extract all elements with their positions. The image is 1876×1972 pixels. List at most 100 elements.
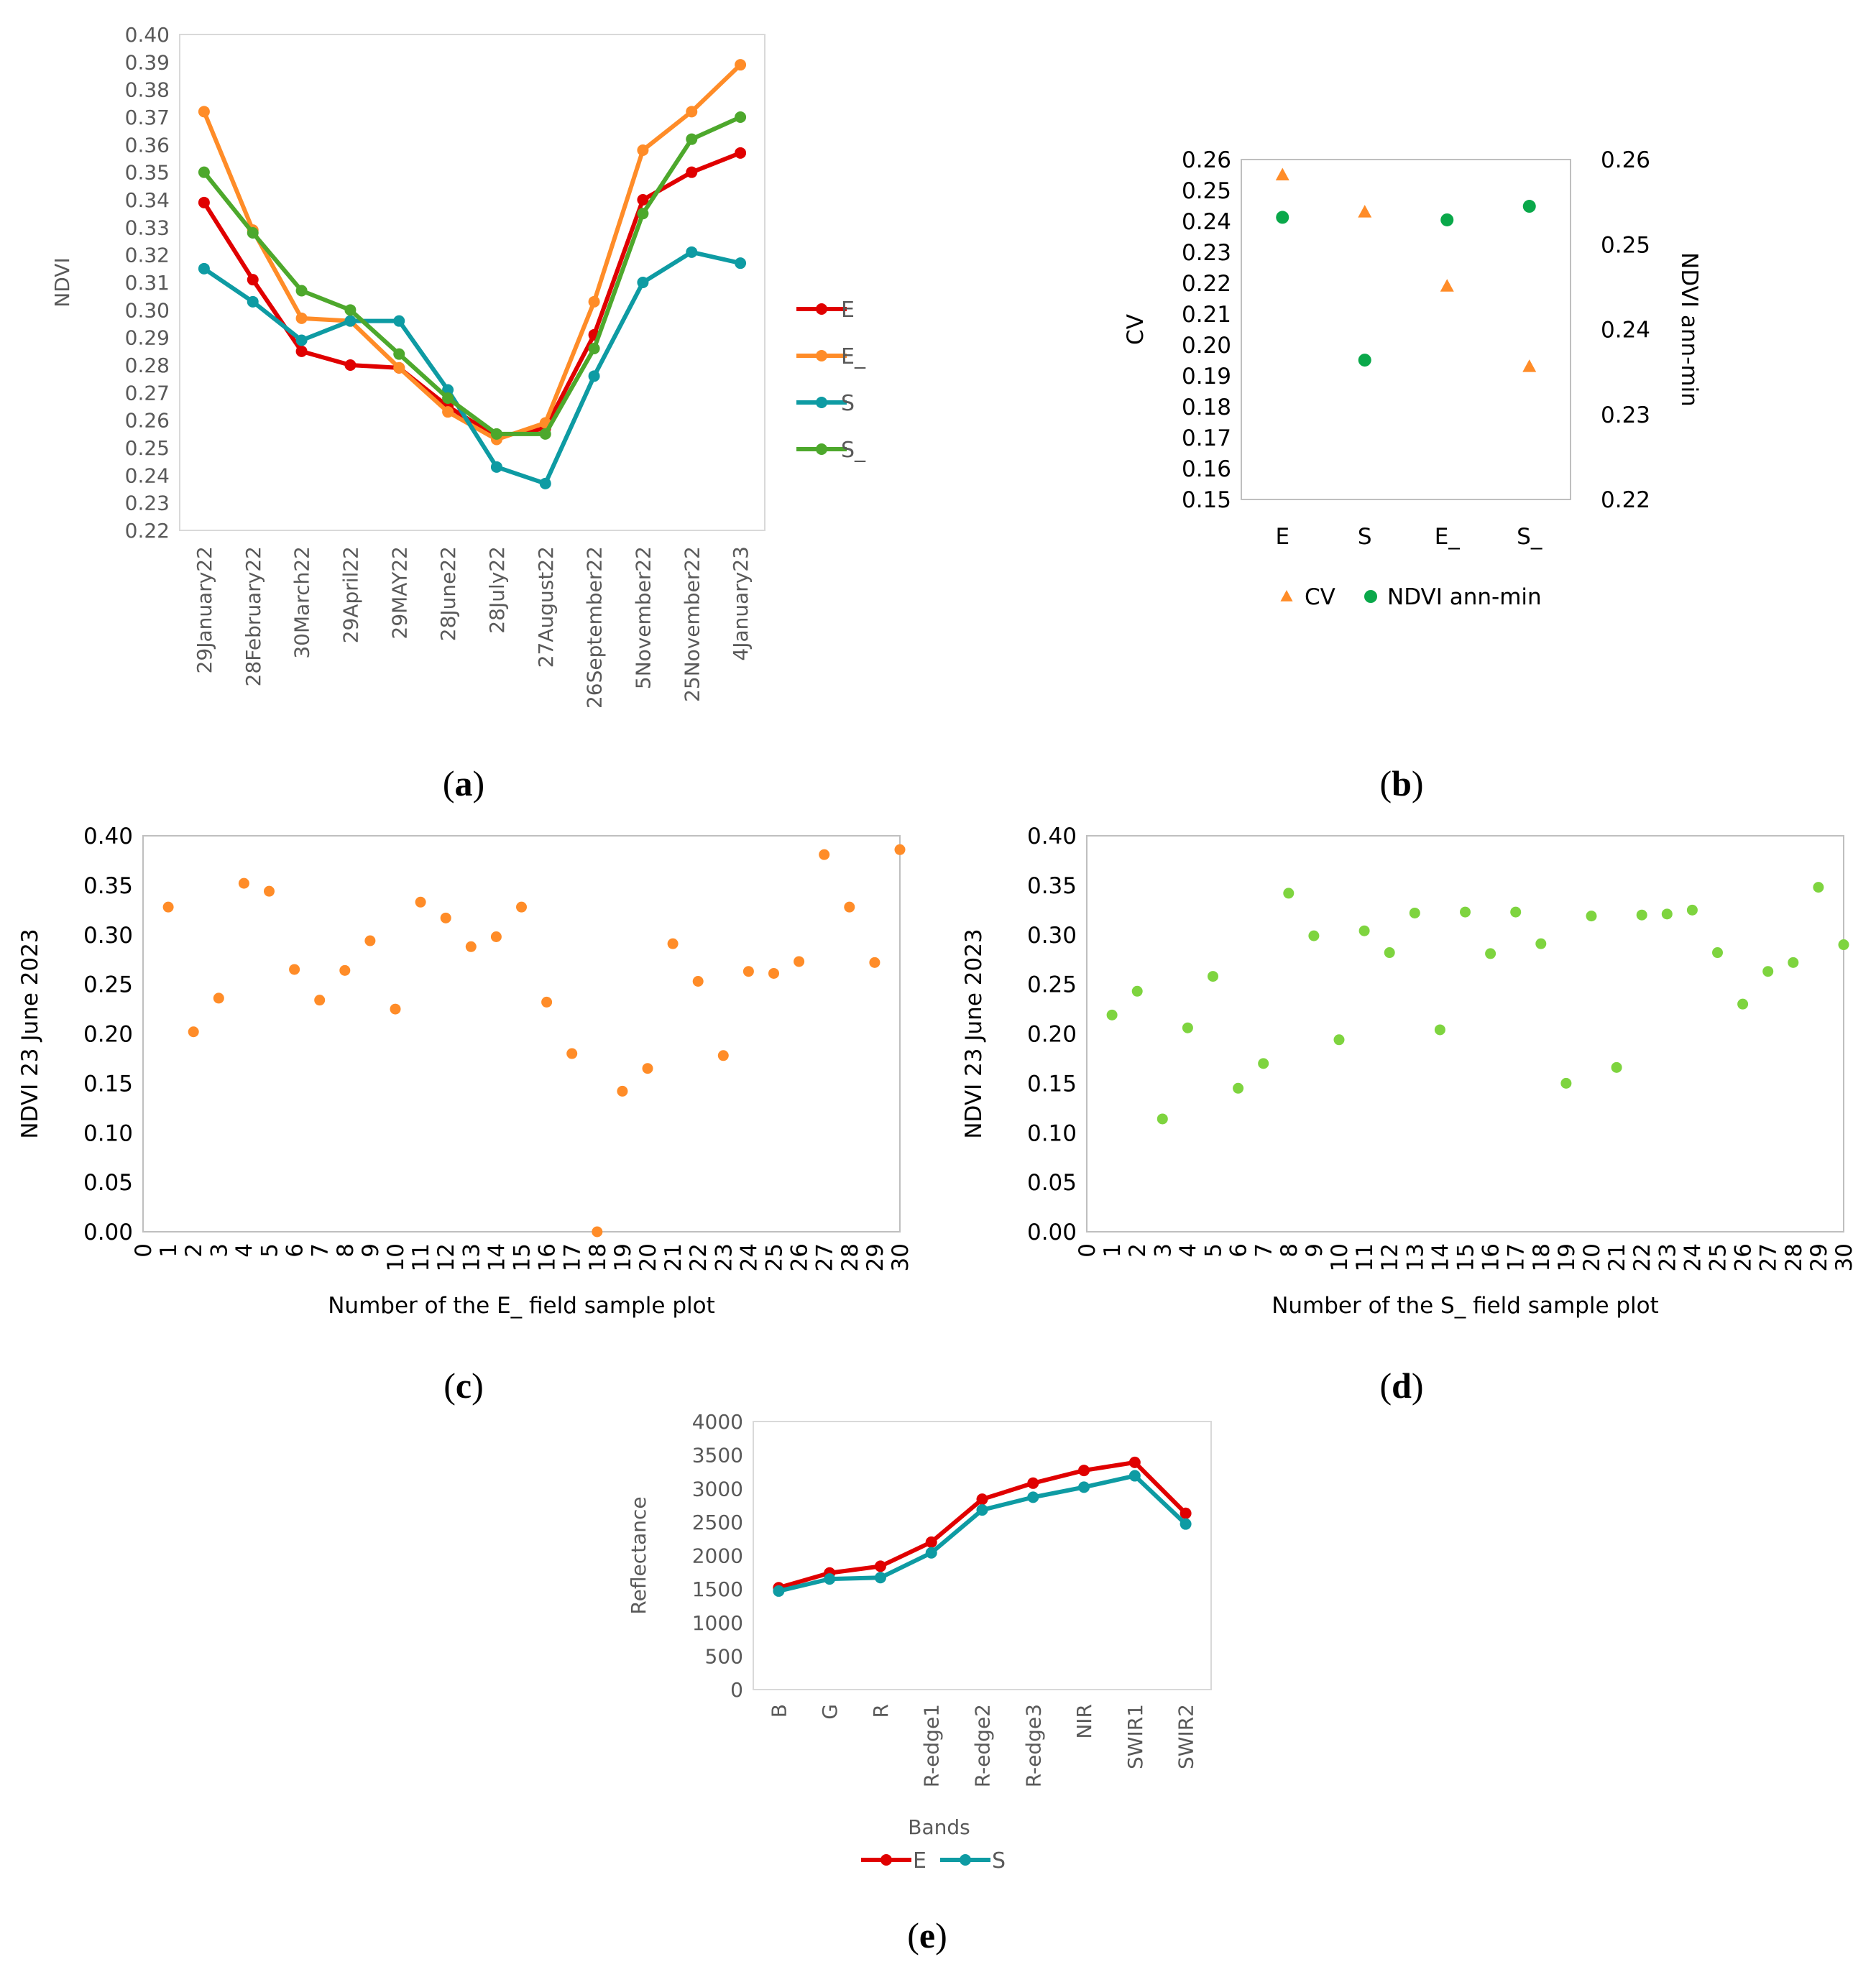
chart-a-x-tick-label: 29MAY22	[387, 546, 411, 640]
chart-c-x-tick-label: 26	[787, 1243, 813, 1271]
chart-d-x-tick-label: 20	[1579, 1243, 1605, 1271]
chart-b-y-tick-label: 0.16	[1182, 456, 1231, 482]
chart-d-x-tick-label: 2	[1125, 1243, 1151, 1258]
chart-a-y-tick-label: 0.27	[125, 381, 170, 405]
chart-d-x-tick-label: 24	[1680, 1243, 1706, 1271]
chart-d-data-point	[1283, 888, 1295, 899]
chart-e-data-point-E	[925, 1536, 937, 1548]
chart-c-data-point	[819, 849, 830, 860]
chart-b-y-tick-label: 0.15	[1182, 487, 1231, 513]
chart-e-data-point-E	[1180, 1507, 1192, 1519]
chart-d-data-point	[1182, 1022, 1193, 1033]
chart-a-y-tick-label: 0.22	[125, 519, 170, 543]
chart-c-data-point	[339, 964, 351, 976]
chart-b-legend-label-CV: CV	[1305, 584, 1335, 610]
chart-d-x-tick-label: 15	[1453, 1243, 1479, 1271]
chart-b-legend-marker-NDVI ann-min	[1364, 590, 1377, 603]
chart-b-x-tick-label: S	[1358, 524, 1372, 550]
chart-c-data-point	[894, 844, 906, 855]
chart-c-y-tick-label: 0.40	[83, 824, 133, 849]
chart-c-data-point	[742, 966, 754, 977]
chart-c-y-tick-label: 0.15	[83, 1071, 133, 1097]
chart-a-data-point-E_	[686, 106, 698, 118]
chart-c-x-tick-label: 10	[383, 1243, 409, 1271]
chart-a-data-point-E	[735, 147, 747, 159]
chart-c-x-tick-label: 23	[711, 1243, 737, 1271]
chart-c-data-point	[667, 938, 679, 949]
chart-a-y-tick-label: 0.28	[125, 354, 170, 377]
chart-b-data-point-NDVI ann-min	[1358, 354, 1371, 367]
chart-a-data-point-S_	[442, 392, 454, 404]
chart-d-x-axis-title: Number of the S_ field sample plot	[1272, 1293, 1659, 1319]
chart-a-x-tick-label: 5November22	[631, 546, 655, 689]
chart-d-x-tick-label: 26	[1731, 1243, 1757, 1271]
chart-c-e-field-scatter: 0.000.050.100.150.200.250.300.350.400 1 2 3…	[17, 824, 914, 1319]
chart-e-data-point-S	[1027, 1491, 1039, 1503]
chart-d-x-tick-label: 21	[1604, 1243, 1630, 1271]
chart-d-x-tick-label: 4	[1175, 1243, 1201, 1258]
chart-d-y-tick-label: 0.35	[1027, 873, 1077, 899]
chart-c-data-point	[364, 935, 376, 946]
chart-c-data-point	[390, 1003, 401, 1015]
chart-c-data-point	[440, 912, 451, 923]
chart-e-data-point-S	[1128, 1470, 1141, 1482]
chart-e-y-tick-label: 500	[705, 1644, 743, 1668]
chart-a-data-point-S	[344, 315, 357, 327]
chart-a-data-point-S_	[637, 208, 649, 220]
chart-b-y2-tick-label: 0.25	[1601, 232, 1650, 258]
chart-b-y-tick-label: 0.23	[1182, 240, 1231, 266]
chart-c-data-point	[162, 901, 174, 913]
chart-d-y-tick-label: 0.40	[1027, 824, 1077, 849]
chart-a-data-point-S	[735, 257, 747, 269]
chart-c-x-tick-label: 30	[888, 1243, 914, 1271]
chart-d-x-tick-label: 22	[1629, 1243, 1655, 1271]
chart-d-x-tick-label: 16	[1479, 1243, 1504, 1271]
panel-label-a: (a)	[443, 763, 484, 803]
chart-d-x-tick-label: 14	[1427, 1243, 1453, 1271]
chart-c-x-tick-label: 8	[333, 1243, 359, 1258]
chart-a-y-tick-label: 0.32	[125, 244, 170, 267]
chart-e-data-point-S	[976, 1504, 988, 1516]
chart-a-data-point-S	[393, 315, 405, 327]
chart-e-series-line-E	[778, 1460, 1187, 1590]
chart-a-legend-label-S_: S_	[841, 438, 866, 463]
chart-c-data-point	[592, 1226, 603, 1238]
chart-c-x-tick-label: 2	[181, 1243, 207, 1258]
chart-c-x-tick-label: 28	[837, 1243, 863, 1271]
chart-a-y-tick-label: 0.29	[125, 326, 170, 350]
chart-c-x-tick-label: 20	[635, 1243, 661, 1271]
chart-a-data-point-S_	[588, 343, 600, 354]
chart-e-data-point-E	[1128, 1456, 1141, 1468]
chart-c-y-tick-label: 0.20	[83, 1022, 133, 1048]
chart-a-legend-label-E: E	[841, 298, 855, 323]
chart-a-data-point-S_	[247, 227, 259, 239]
chart-d-data-point	[1333, 1034, 1345, 1046]
chart-e-y-tick-label: 2500	[692, 1511, 743, 1534]
chart-d-x-tick-label: 9	[1302, 1243, 1328, 1258]
chart-a-legend-label-S: S	[841, 391, 855, 416]
chart-c-data-point	[188, 1026, 199, 1038]
chart-c-data-point	[213, 992, 224, 1004]
chart-d-x-tick-label: 29	[1806, 1243, 1832, 1271]
chart-c-x-axis-title: Number of the E_ field sample plot	[328, 1293, 715, 1319]
chart-a-plot-frame	[179, 34, 765, 531]
chart-e-data-point-S	[773, 1585, 785, 1597]
chart-d-x-tick-label: 12	[1377, 1243, 1403, 1271]
chart-e-x-tick-label: SWIR1	[1123, 1704, 1147, 1769]
chart-d-data-point	[1788, 957, 1799, 968]
chart-a-x-tick-label: 28June22	[436, 546, 460, 641]
chart-c-y-tick-label: 0.05	[83, 1170, 133, 1196]
chart-a-legend-marker-E	[816, 303, 827, 315]
chart-a-legend-label-E_: E_	[841, 344, 866, 369]
chart-a-series-line-S	[203, 249, 741, 486]
chart-a-legend-marker-S_	[816, 443, 827, 455]
chart-e-y-tick-label: 1000	[692, 1611, 743, 1635]
chart-c-data-point	[617, 1085, 628, 1097]
chart-d-data-point	[1233, 1082, 1244, 1094]
chart-a-data-point-E_	[442, 406, 454, 418]
chart-a-data-point-E_	[393, 361, 405, 374]
chart-d-data-point	[1208, 971, 1218, 982]
chart-b-y-tick-label: 0.26	[1182, 147, 1231, 173]
chart-d-x-tick-label: 10	[1327, 1243, 1353, 1271]
chart-e-x-tick-label: NIR	[1072, 1704, 1096, 1739]
